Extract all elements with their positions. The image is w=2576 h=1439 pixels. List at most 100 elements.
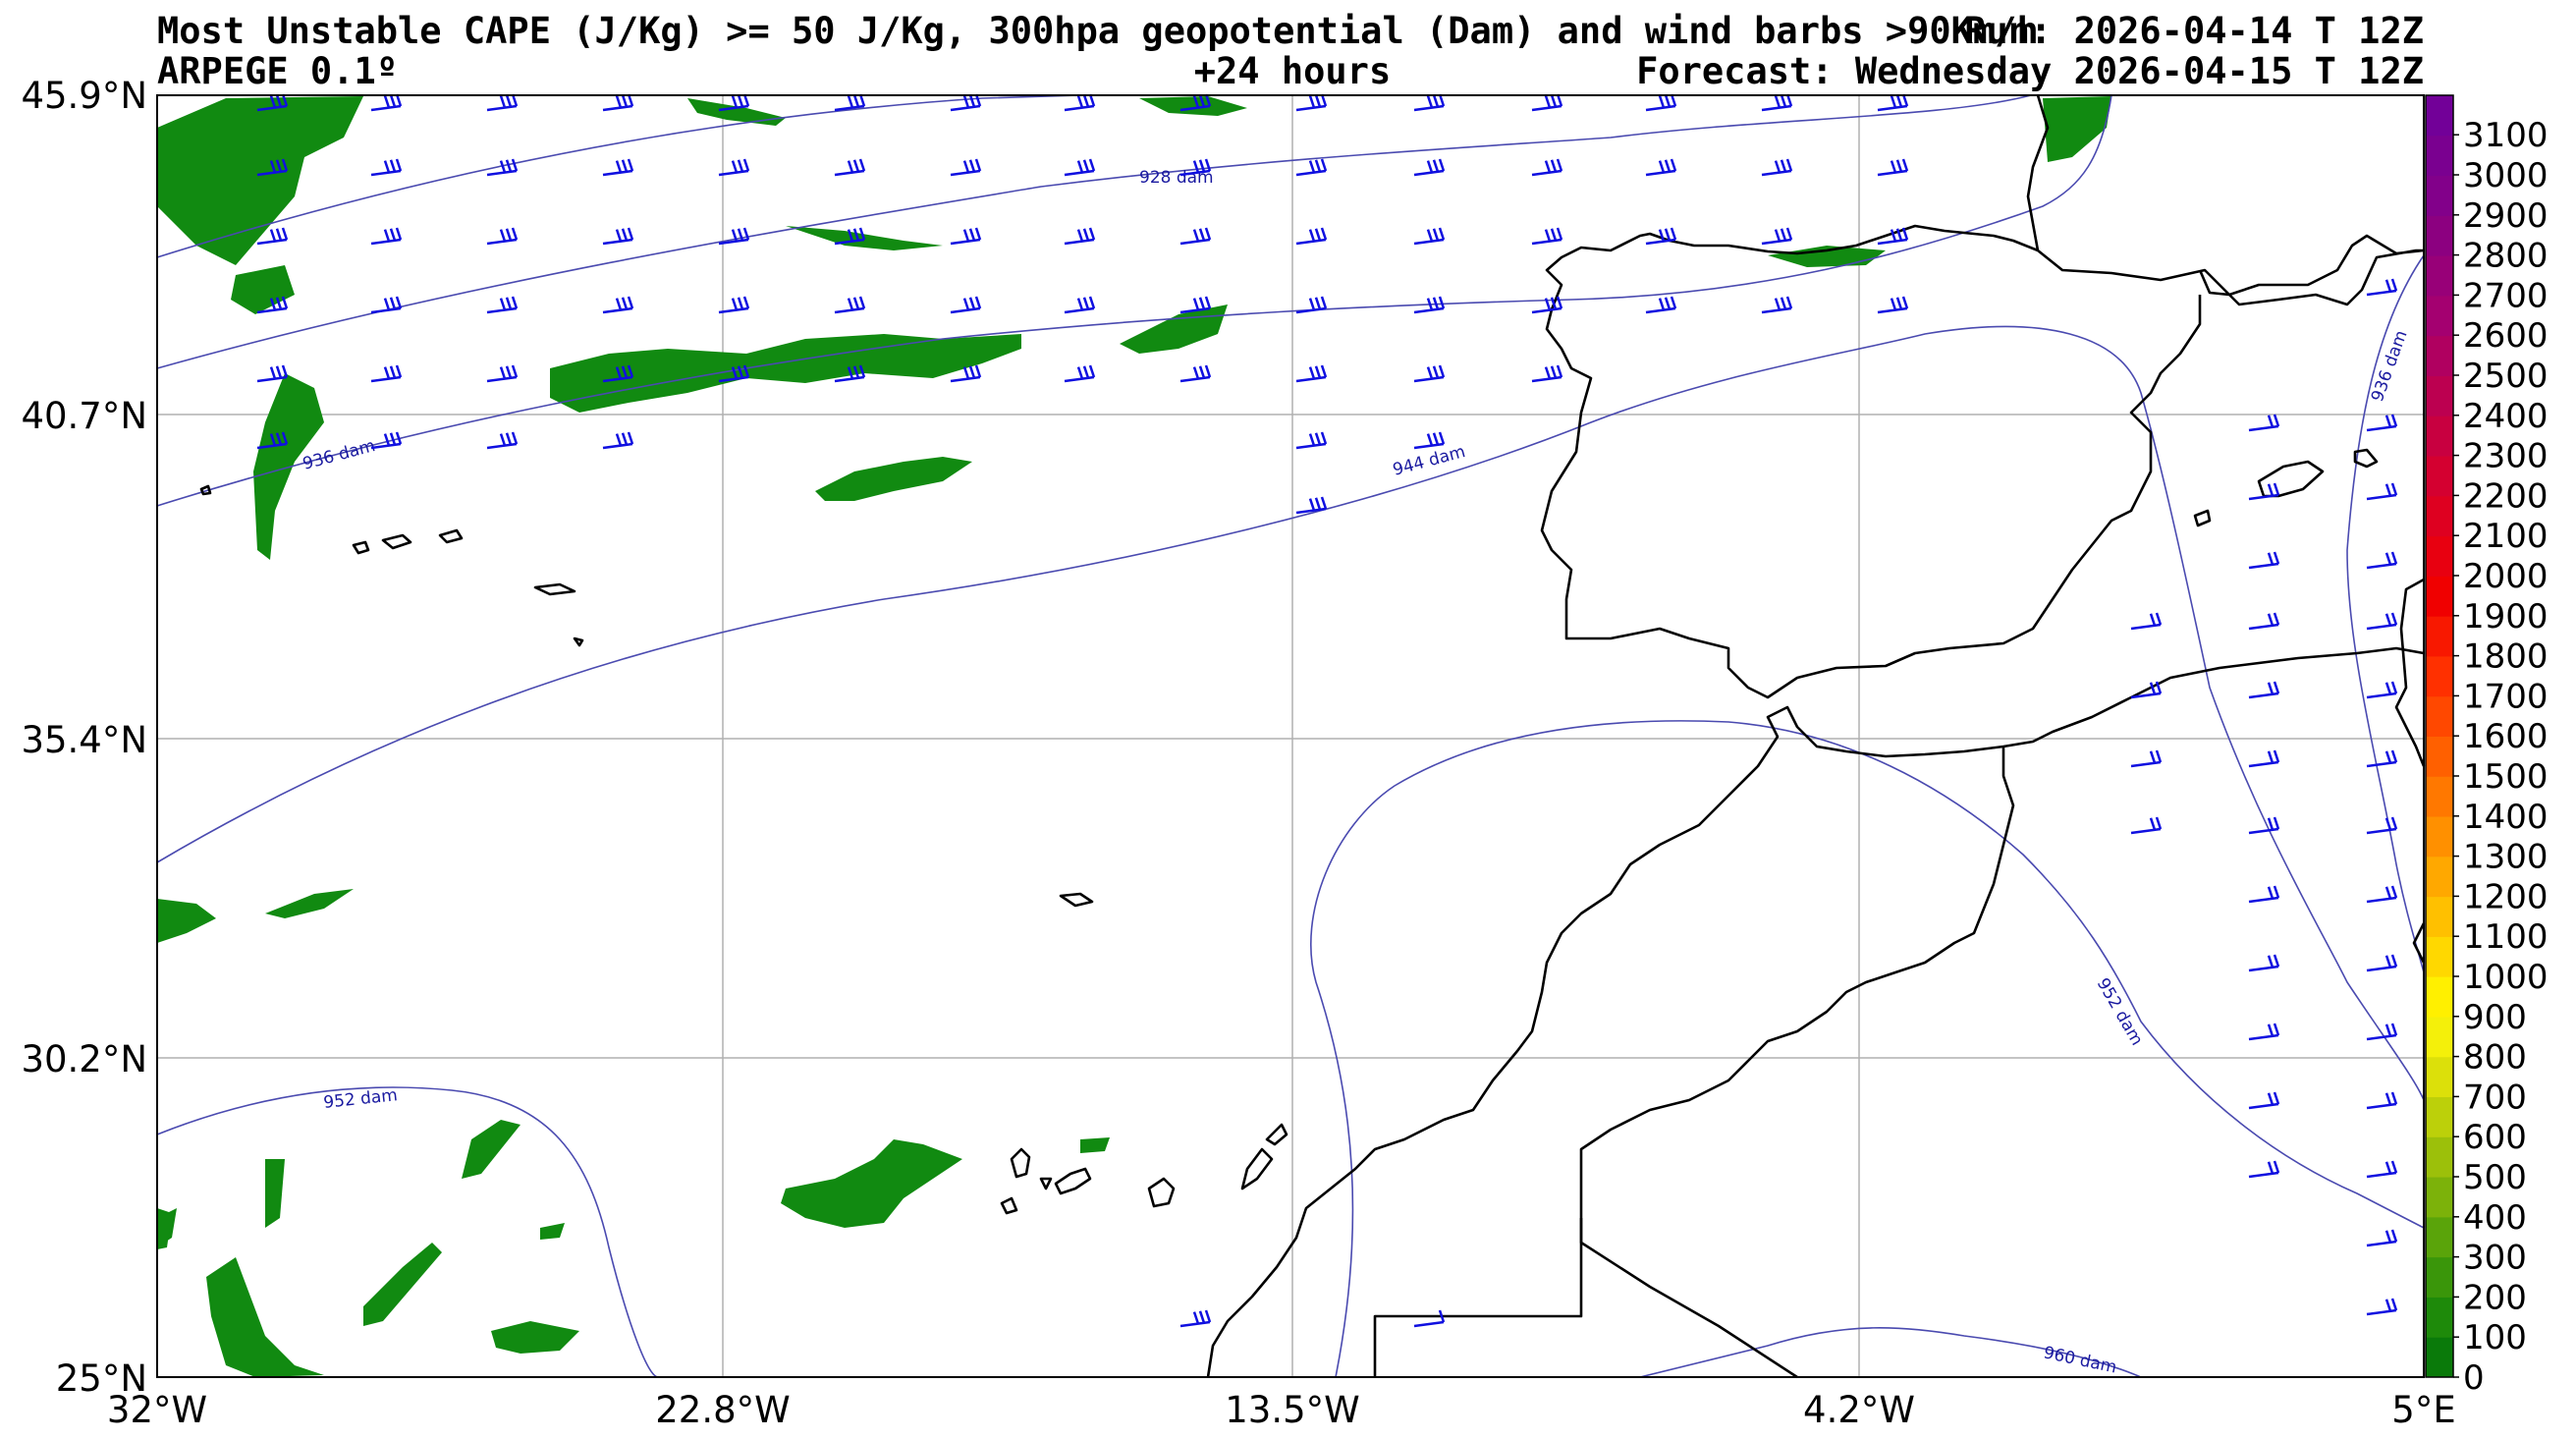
lat-tick: 30.2°N <box>21 1038 147 1080</box>
colorbar-segment <box>2426 1177 2453 1218</box>
wind-barb <box>2248 482 2280 501</box>
colorbar-tick-label: 3100 <box>2463 116 2549 155</box>
wind-barb <box>950 158 982 177</box>
colorbar-segment <box>2426 976 2453 1018</box>
wind-barb <box>1179 227 1212 246</box>
colorbar-tick-label: 3000 <box>2463 156 2549 195</box>
colorbar-tick-label: 2100 <box>2463 517 2549 556</box>
wind-barb <box>256 431 289 450</box>
colorbar-tick-label: 2800 <box>2463 237 2549 276</box>
wind-barb <box>1295 93 1328 112</box>
wind-barb <box>1413 431 1446 450</box>
wind-barb <box>1413 158 1446 177</box>
wind-barb <box>1761 158 1793 177</box>
colorbar-tick-label: 1200 <box>2463 877 2549 916</box>
lon-axis: 32°W 22.8°W 13.5°W 4.2°W 5°E <box>107 1389 2456 1431</box>
colorbar-tick-label: 1500 <box>2463 757 2549 797</box>
wind-barb <box>2366 1229 2398 1247</box>
iberia-france-coast <box>1540 94 2425 699</box>
wind-barb <box>950 93 982 112</box>
wind-barb <box>2130 816 2163 835</box>
colorbar-tick-label: 2200 <box>2463 476 2549 516</box>
colorbar-segment <box>2426 736 2453 777</box>
wind-barb <box>1645 93 1677 112</box>
wind-barb <box>834 93 866 112</box>
colorbar-segment <box>2426 695 2453 737</box>
colorbar-segment <box>2426 135 2453 177</box>
colorbar-segment <box>2426 456 2453 497</box>
colorbar-segment <box>2426 816 2453 858</box>
wind-barb <box>1531 364 1563 383</box>
wind-barb <box>2366 681 2398 699</box>
wind-barb <box>256 158 289 177</box>
forecast-time: Forecast: Wednesday 2026-04-15 T 12Z <box>1636 50 2424 92</box>
colorbar-segment <box>2426 856 2453 898</box>
wind-barb <box>2366 551 2398 570</box>
colorbar-tick-label: 2300 <box>2463 437 2549 476</box>
chart-title: Most Unstable CAPE (J/Kg) >= 50 J/Kg, 30… <box>157 10 2039 52</box>
colorbar-tick-label: 500 <box>2463 1158 2527 1197</box>
colorbar-segment <box>2426 1016 2453 1058</box>
wind-barb <box>1645 227 1677 246</box>
colorbar-segment <box>2426 1256 2453 1298</box>
wind-barb <box>1877 227 1909 246</box>
wind-barb <box>2248 816 2280 835</box>
wind-barb <box>1179 1309 1212 1328</box>
colorbar-tick-label: 1900 <box>2463 597 2549 636</box>
colorbar-tick-label: 2400 <box>2463 397 2549 436</box>
wind-barb <box>486 431 519 450</box>
wind-barb <box>1413 364 1446 383</box>
wind-barb <box>2248 551 2280 570</box>
colorbar-segment <box>2426 1056 2453 1098</box>
colorbar-tick-label: 2000 <box>2463 557 2549 596</box>
wind-barb <box>2366 482 2398 501</box>
colorbar-segment <box>2426 375 2453 416</box>
wind-barb <box>1179 364 1212 383</box>
colorbar-tick-label: 2900 <box>2463 196 2549 236</box>
wind-barb <box>1877 93 1909 112</box>
wind-barb <box>1413 296 1446 314</box>
wind-barb <box>1645 296 1677 314</box>
colorbar-segment <box>2426 776 2453 817</box>
wind-barb <box>834 364 866 383</box>
wind-barb <box>1295 227 1328 246</box>
wind-barb <box>1295 496 1328 515</box>
wind-barb <box>1295 431 1328 450</box>
wind-barb <box>2248 612 2280 631</box>
wind-barb <box>834 296 866 314</box>
wind-barb <box>718 93 750 112</box>
colorbar-segment <box>2426 576 2453 617</box>
wind-barb <box>2366 1023 2398 1041</box>
colorbar-segment <box>2426 936 2453 977</box>
wind-barb <box>256 296 289 314</box>
wind-barb <box>2248 681 2280 699</box>
colorbar-segment <box>2426 616 2453 657</box>
wind-barb <box>950 364 982 383</box>
wind-barb <box>1413 227 1446 246</box>
wind-barb <box>602 296 634 314</box>
wind-barb <box>1295 296 1328 314</box>
wind-barb <box>370 227 403 246</box>
wind-barb <box>486 227 519 246</box>
wind-barb <box>1064 364 1096 383</box>
colorbar-tick-label: 1400 <box>2463 798 2549 837</box>
wind-barb <box>1761 296 1793 314</box>
wind-barb <box>1179 93 1212 112</box>
wind-barb <box>718 158 750 177</box>
colorbar-segment <box>2426 1216 2453 1258</box>
colorbar-tick-label: 900 <box>2463 998 2527 1037</box>
wind-barb <box>2366 1160 2398 1179</box>
colorbar-segment <box>2426 215 2453 256</box>
wind-barb <box>2130 749 2163 768</box>
wind-barb <box>602 431 634 450</box>
colorbar-segment <box>2426 295 2453 337</box>
wind-barb <box>2130 681 2163 699</box>
wind-barb <box>486 364 519 383</box>
wind-barb <box>2248 749 2280 768</box>
cape-colorbar: 3100300029002800270026002500240023002200… <box>2425 94 2549 1398</box>
wind-barb <box>486 296 519 314</box>
wind-barb <box>602 227 634 246</box>
colorbar-segment <box>2426 415 2453 457</box>
wind-barb <box>2366 749 2398 768</box>
colorbar-segment <box>2426 535 2453 577</box>
